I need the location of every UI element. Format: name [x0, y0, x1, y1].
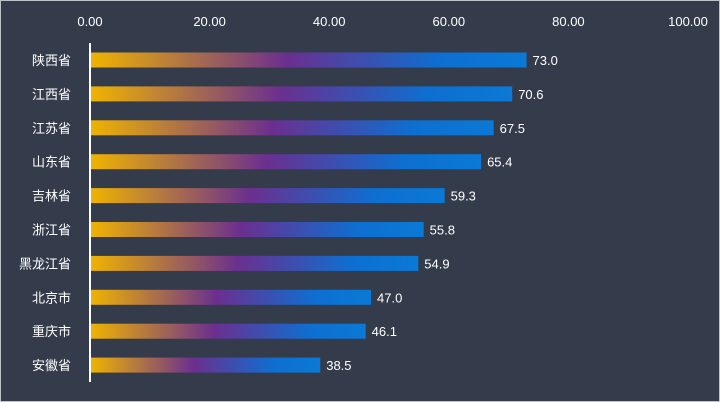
value-label: 54.9 [424, 256, 449, 271]
value-label: 38.5 [326, 358, 351, 373]
x-axis-ticks: 0.00 20.00 40.00 60.00 80.00 100.00 [77, 14, 708, 29]
category-label: 安徽省 [32, 359, 71, 374]
category-label: 江西省 [32, 88, 71, 103]
bar [90, 188, 445, 204]
value-label: 65.4 [487, 155, 512, 170]
value-label: 59.3 [451, 189, 476, 204]
bars [90, 52, 527, 373]
value-label: 67.5 [500, 121, 525, 136]
category-label: 北京市 [32, 290, 71, 306]
value-label: 73.0 [533, 53, 558, 68]
bar [90, 255, 419, 271]
category-label: 陕西省 [32, 54, 71, 69]
value-label: 47.0 [377, 290, 402, 305]
value-labels: 73.0 70.6 67.5 65.4 59.3 55.8 54.9 47.0 46.1 38.5 [326, 53, 558, 373]
bar [90, 52, 527, 68]
bar [90, 222, 424, 237]
category-label: 黑龙江省 [19, 257, 71, 272]
value-label: 55.8 [430, 223, 455, 238]
value-label: 46.1 [372, 324, 397, 339]
category-label: 山东省 [32, 156, 71, 171]
x-tick-label: 0.00 [77, 14, 102, 29]
x-tick-label: 40.00 [313, 14, 346, 29]
category-label: 重庆市 [32, 324, 71, 340]
bar [90, 120, 494, 136]
x-tick-label: 100.00 [668, 14, 708, 29]
x-tick-label: 60.00 [433, 14, 466, 29]
bar [90, 154, 482, 170]
category-label: 吉林省 [32, 190, 71, 205]
x-tick-label: 80.00 [552, 14, 585, 29]
x-tick-label: 20.00 [193, 14, 226, 29]
value-label: 70.6 [518, 87, 543, 102]
category-label: 浙江省 [32, 224, 71, 239]
bar [90, 86, 513, 102]
category-label: 江苏省 [32, 121, 71, 137]
bar [90, 289, 372, 305]
bar [90, 323, 366, 339]
bar [90, 357, 321, 373]
